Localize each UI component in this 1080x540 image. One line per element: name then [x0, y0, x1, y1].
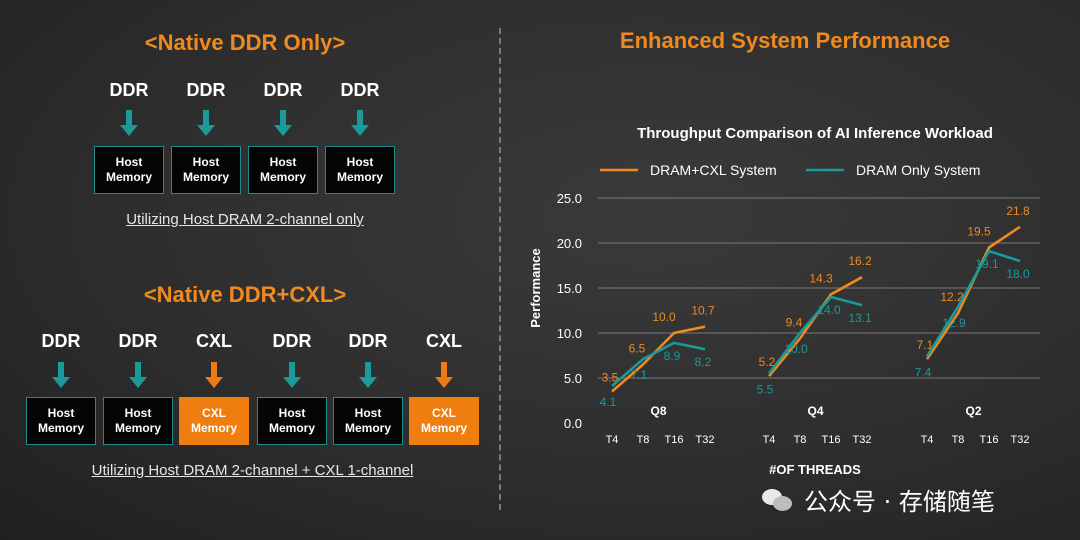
y-axis-label: Performance	[528, 248, 543, 327]
ddr-label: DDR	[263, 80, 303, 100]
x-tick-label: T4	[763, 434, 776, 446]
data-label: 5.2	[759, 355, 776, 369]
ddr-label: DDR	[348, 331, 388, 351]
data-label: 7.4	[915, 365, 932, 379]
host-memory-box: Host Memory	[257, 397, 327, 445]
data-label: 19.5	[967, 225, 991, 239]
x-tick-label: T8	[952, 434, 965, 446]
data-label: 7.1	[917, 338, 934, 352]
y-tick-label: 0.0	[564, 416, 582, 431]
data-label: 10.0	[784, 342, 808, 356]
data-label: 7.1	[631, 368, 648, 382]
chart-title: Throughput Comparison of AI Inference Wo…	[637, 125, 993, 142]
cxl-memory-box: CXL Memory	[179, 397, 249, 445]
data-label: 8.9	[664, 349, 681, 363]
ddr-label: DDR	[41, 331, 81, 351]
x-tick-label: T16	[665, 434, 684, 446]
data-label: 12.9	[942, 316, 966, 330]
enhanced-performance-title: Enhanced System Performance	[619, 28, 951, 53]
x-tick-label: T4	[606, 434, 619, 446]
y-tick-label: 20.0	[557, 236, 582, 251]
y-tick-label: 5.0	[564, 371, 582, 386]
data-label: 5.5	[757, 383, 774, 397]
y-tick-label: 25.0	[557, 191, 582, 206]
data-label: 3.5	[602, 371, 619, 385]
host-memory-box: Host Memory	[103, 397, 173, 445]
native-ddr-cxl-title: <Native DDR+CXL>	[143, 282, 347, 307]
data-label: 14.0	[817, 303, 841, 317]
y-tick-label: 15.0	[557, 281, 582, 296]
native-ddr-cxl-caption: Utilizing Host DRAM 2-channel + CXL 1-ch…	[91, 462, 414, 479]
data-label: 10.0	[652, 310, 676, 324]
group-label: Q2	[965, 404, 981, 418]
data-label: 16.2	[848, 254, 872, 268]
host-memory-box: Host Memory	[26, 397, 96, 445]
host-memory-box: Host Memory	[248, 146, 318, 194]
series-line	[611, 325, 706, 393]
dashed-divider	[499, 28, 501, 510]
cxl-memory-box: CXL Memory	[409, 397, 479, 445]
wechat-icon	[762, 487, 794, 513]
x-tick-label: T8	[637, 434, 650, 446]
series-line	[925, 249, 1021, 358]
ddr-label: DDR	[118, 331, 158, 351]
data-label: 8.2	[695, 355, 712, 369]
host-memory-box: Host Memory	[171, 146, 241, 194]
x-tick-label: T16	[980, 434, 999, 446]
x-tick-label: T32	[853, 434, 872, 446]
legend-label: DRAM+CXL System	[650, 162, 777, 178]
series-line	[767, 276, 863, 378]
x-tick-label: T32	[696, 434, 715, 446]
host-memory-box: Host Memory	[325, 146, 395, 194]
series-line	[767, 295, 863, 375]
legend-label: DRAM Only System	[856, 162, 980, 178]
host-memory-box: Host Memory	[94, 146, 164, 194]
ddr-label: DDR	[272, 331, 312, 351]
ddr-label: DDR	[340, 80, 380, 100]
data-label: 10.7	[691, 304, 715, 318]
data-label: 14.3	[809, 271, 833, 285]
data-label: 19.1	[975, 257, 999, 271]
data-label: 9.4	[786, 315, 803, 329]
y-tick-label: 10.0	[557, 326, 582, 341]
ddr-label: DDR	[109, 80, 149, 100]
x-tick-label: T8	[794, 434, 807, 446]
watermark: 公众号 · 存储随笔	[762, 482, 995, 517]
x-tick-label: T16	[822, 434, 841, 446]
data-label: 13.1	[848, 311, 872, 325]
data-label: 21.8	[1006, 204, 1030, 218]
host-memory-box: Host Memory	[333, 397, 403, 445]
x-tick-label: T32	[1011, 434, 1030, 446]
x-axis-label: #OF THREADS	[769, 462, 861, 477]
cxl-label: CXL	[426, 331, 462, 351]
native-ddr-only-title: <Native DDR Only>	[144, 30, 346, 55]
x-tick-label: T4	[921, 434, 934, 446]
data-label: 4.1	[600, 395, 617, 409]
watermark-text: 公众号 · 存储随笔	[804, 488, 995, 516]
data-label: 6.5	[629, 342, 646, 356]
group-label: Q4	[807, 404, 823, 418]
native-ddr-caption: Utilizing Host DRAM 2-channel only	[126, 211, 364, 228]
cxl-label: CXL	[196, 331, 232, 351]
data-label: 18.0	[1006, 267, 1030, 281]
ddr-label: DDR	[186, 80, 226, 100]
data-label: 12.2	[940, 290, 964, 304]
group-label: Q8	[650, 404, 666, 418]
throughput-chart: Throughput Comparison of AI Inference Wo…	[528, 125, 1040, 477]
series-line	[611, 341, 706, 388]
